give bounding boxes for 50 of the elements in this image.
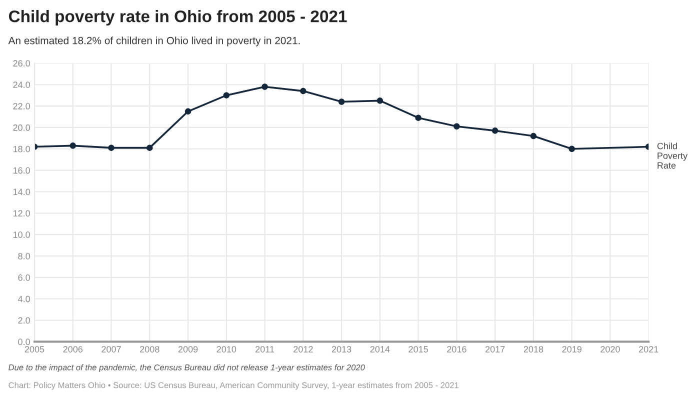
y-tick-label: 20.0 [13, 124, 30, 131]
x-tick-label: 2013 [332, 346, 352, 352]
x-tick-label: 2005 [24, 346, 44, 352]
y-tick-label: 8.0 [18, 252, 30, 260]
x-tick-label: 2010 [216, 346, 236, 352]
x-tick-label: 2019 [562, 346, 582, 352]
x-tick-label: 2018 [524, 346, 544, 352]
point [338, 98, 345, 105]
x-tick-label: 2006 [63, 346, 83, 352]
y-tick-label: 16.0 [13, 167, 30, 174]
x-tick-label: 2017 [485, 346, 505, 352]
x-tick-label: 2007 [102, 346, 121, 352]
chart-title: Child poverty rate in Ohio from 2005 - 2021 [8, 10, 347, 26]
y-tick-label: 26.0 [13, 60, 30, 67]
y-tick-label: 10.0 [13, 232, 30, 238]
y-tick-label: 12.0 [13, 210, 30, 217]
point [492, 128, 498, 134]
x-tick-label: 2020 [600, 346, 620, 352]
y-tick-label: 22.0 [13, 103, 30, 110]
point [146, 144, 153, 151]
point [454, 123, 460, 130]
series-label: Child Poverty Rate [657, 142, 688, 169]
x-tick-label: 2015 [408, 346, 428, 352]
point [70, 142, 76, 149]
y-tick-label: 14.0 [13, 188, 30, 196]
point [568, 146, 575, 152]
point [300, 88, 306, 94]
x-tick-label: 2009 [178, 346, 198, 352]
point [223, 92, 230, 98]
text: Chart: Policy Matters Ohio • Source: US Census Bureau, American Community Survey, 1-year estimates from 2005 - 2021 [8, 382, 459, 390]
x-tick-label: 2012 [294, 346, 313, 352]
x-tick-label: 2011 [256, 346, 274, 352]
x-tick-label: 2021 [639, 346, 658, 352]
x-tick-label: 2014 [370, 346, 390, 352]
chart-subtitle: An estimated 18.2% of children in Ohio lived in poverty in 2021. [8, 36, 300, 46]
y-tick-label: 2.0 [18, 317, 30, 324]
point [184, 108, 192, 115]
y-tick-label: 0.0 [18, 338, 30, 346]
y-tick-label: 4.0 [18, 296, 30, 302]
point [262, 84, 268, 90]
point [108, 144, 114, 151]
point [530, 132, 537, 140]
y-tick-label: 18.0 [13, 146, 30, 152]
point [415, 114, 422, 121]
x-tick-label: 2008 [140, 346, 160, 352]
point [376, 98, 384, 104]
text: Due to the impact of the pandemic, the Census Bureau did not release 1-year estimates for 2020 [8, 364, 365, 372]
x-tick-label: 2016 [447, 346, 466, 352]
y-tick-label: 24.0 [13, 82, 30, 88]
y-tick-label: 6.0 [18, 274, 30, 281]
